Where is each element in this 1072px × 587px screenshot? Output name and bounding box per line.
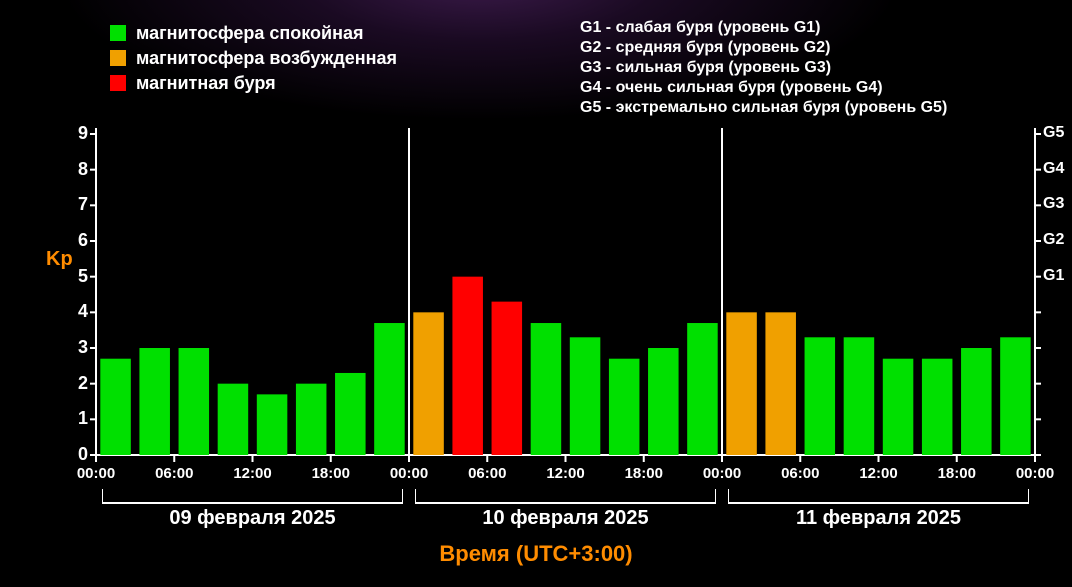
- date-block: 09 февраля 2025: [102, 489, 403, 539]
- y-tick-label: 1: [66, 408, 88, 429]
- bar: [765, 312, 796, 455]
- bar: [726, 312, 757, 455]
- g-tick-label: G4: [1043, 160, 1064, 178]
- bar: [179, 348, 210, 455]
- date-label: 09 февраля 2025: [102, 507, 403, 530]
- bar: [883, 359, 914, 455]
- x-tick-label: 06:00: [155, 465, 193, 482]
- bar: [100, 359, 131, 455]
- x-tick-label: 18:00: [312, 465, 350, 482]
- bar: [805, 337, 836, 455]
- g-tick-label: G3: [1043, 195, 1064, 213]
- y-tick-label: 3: [66, 337, 88, 358]
- chart-container: магнитосфера спокойнаямагнитосфера возбу…: [0, 0, 1072, 587]
- x-axis-title: Время (UTC+3:00): [0, 541, 1072, 567]
- bar: [218, 384, 249, 455]
- date-block: 10 февраля 2025: [415, 489, 716, 539]
- y-tick-label: 8: [66, 159, 88, 180]
- bar: [452, 277, 483, 455]
- date-label: 10 февраля 2025: [415, 507, 716, 530]
- x-tick-label: 12:00: [546, 465, 584, 482]
- x-tick-label: 12:00: [233, 465, 271, 482]
- g-tick-label: G2: [1043, 231, 1064, 249]
- bar: [492, 302, 523, 455]
- bar: [296, 384, 327, 455]
- bar: [531, 323, 562, 455]
- y-tick-label: 4: [66, 301, 88, 322]
- date-block: 11 февраля 2025: [728, 489, 1029, 539]
- x-tick-label: 00:00: [390, 465, 428, 482]
- bar: [1000, 337, 1031, 455]
- date-bracket: [415, 489, 716, 509]
- bar: [139, 348, 170, 455]
- x-tick-label: 06:00: [781, 465, 819, 482]
- date-label: 11 февраля 2025: [728, 507, 1029, 530]
- bar: [922, 359, 953, 455]
- x-tick-label: 18:00: [625, 465, 663, 482]
- bar: [687, 323, 718, 455]
- bar: [413, 312, 444, 455]
- bar: [335, 373, 366, 455]
- x-tick-label: 06:00: [468, 465, 506, 482]
- x-tick-label: 00:00: [77, 465, 115, 482]
- date-bracket: [728, 489, 1029, 509]
- y-tick-label: 9: [66, 123, 88, 144]
- bar: [609, 359, 640, 455]
- y-tick-label: 6: [66, 230, 88, 251]
- bar: [961, 348, 992, 455]
- date-bracket: [102, 489, 403, 509]
- g-tick-label: G5: [1043, 124, 1064, 142]
- x-tick-label: 00:00: [703, 465, 741, 482]
- y-tick-label: 2: [66, 373, 88, 394]
- g-tick-label: G1: [1043, 267, 1064, 285]
- x-tick-label: 12:00: [859, 465, 897, 482]
- bar: [844, 337, 875, 455]
- x-tick-label: 00:00: [1016, 465, 1054, 482]
- bar: [570, 337, 601, 455]
- y-tick-label: 5: [66, 266, 88, 287]
- y-tick-label: 0: [66, 444, 88, 465]
- bar: [374, 323, 405, 455]
- bar: [257, 394, 288, 455]
- x-tick-label: 18:00: [938, 465, 976, 482]
- y-tick-label: 7: [66, 194, 88, 215]
- bar: [648, 348, 679, 455]
